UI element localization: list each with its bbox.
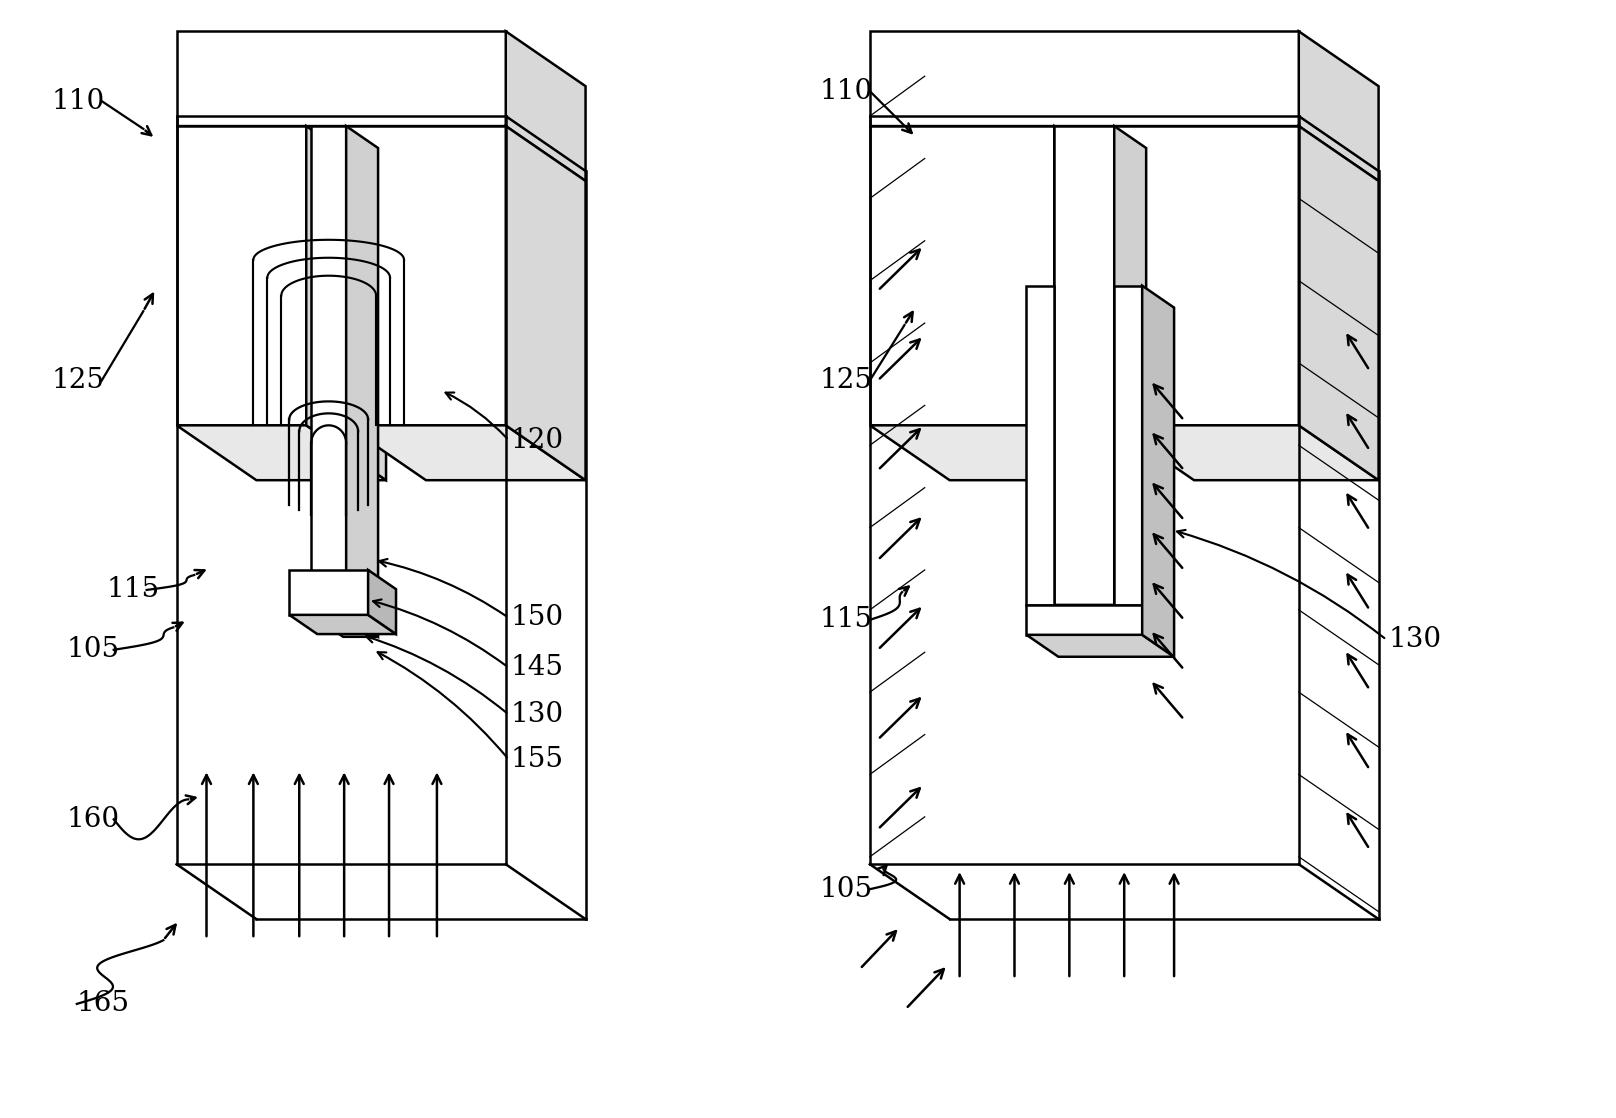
Polygon shape xyxy=(1115,126,1299,425)
Polygon shape xyxy=(176,126,307,425)
Text: 115: 115 xyxy=(819,606,873,634)
Polygon shape xyxy=(1115,425,1378,481)
Polygon shape xyxy=(506,126,585,481)
Polygon shape xyxy=(506,31,585,181)
Polygon shape xyxy=(312,615,378,637)
Text: 155: 155 xyxy=(511,746,564,773)
Polygon shape xyxy=(307,126,386,481)
Polygon shape xyxy=(1299,126,1378,481)
Polygon shape xyxy=(176,425,386,481)
Polygon shape xyxy=(368,570,396,634)
Polygon shape xyxy=(869,31,1299,126)
Polygon shape xyxy=(346,126,378,637)
Text: 130: 130 xyxy=(1388,626,1441,653)
Text: 160: 160 xyxy=(66,806,120,833)
Polygon shape xyxy=(312,126,346,615)
Polygon shape xyxy=(176,126,585,181)
Polygon shape xyxy=(289,615,396,634)
Text: 125: 125 xyxy=(819,367,873,394)
Polygon shape xyxy=(1054,126,1115,605)
Polygon shape xyxy=(1026,286,1054,605)
Polygon shape xyxy=(1115,286,1143,605)
Polygon shape xyxy=(869,126,1378,181)
Text: 125: 125 xyxy=(52,367,105,394)
Text: 165: 165 xyxy=(78,991,129,1017)
Polygon shape xyxy=(1054,126,1134,481)
Text: 145: 145 xyxy=(511,654,564,681)
Polygon shape xyxy=(869,425,1134,481)
Text: 105: 105 xyxy=(66,636,120,663)
Polygon shape xyxy=(1143,286,1175,656)
Polygon shape xyxy=(1054,605,1146,627)
Text: 105: 105 xyxy=(819,875,873,902)
Polygon shape xyxy=(869,126,1054,425)
Polygon shape xyxy=(1026,635,1175,656)
Text: 110: 110 xyxy=(819,77,873,105)
Text: 115: 115 xyxy=(107,577,160,604)
Polygon shape xyxy=(289,570,368,615)
Polygon shape xyxy=(346,425,585,481)
Polygon shape xyxy=(346,126,506,425)
Text: 130: 130 xyxy=(511,701,564,728)
Polygon shape xyxy=(1026,605,1143,635)
Text: 110: 110 xyxy=(52,87,105,115)
Text: 120: 120 xyxy=(511,427,564,454)
Polygon shape xyxy=(176,31,506,126)
Polygon shape xyxy=(1299,31,1378,181)
Text: 150: 150 xyxy=(511,605,564,632)
Polygon shape xyxy=(1115,126,1146,627)
